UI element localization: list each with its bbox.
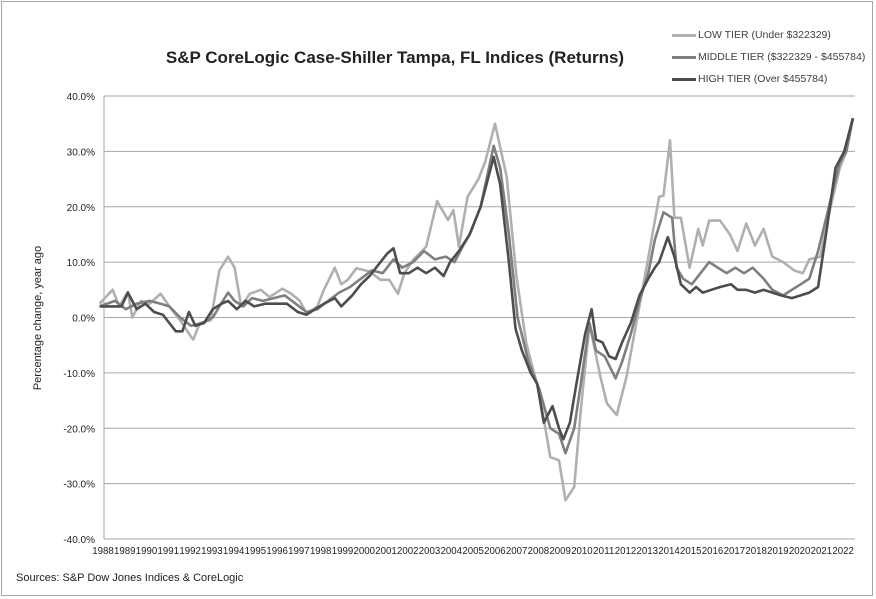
x-tick-label: 2020 [789,546,811,557]
y-tick-label: -20.0% [63,424,95,435]
x-tick-label: 2018 [745,546,767,557]
legend-swatch-low [672,33,696,37]
x-tick-label: 2017 [724,546,746,557]
x-tick-label: 1991 [158,546,180,557]
x-tick-label: 2001 [375,546,397,557]
x-tick-label: 2022 [832,546,854,557]
x-tick-label: 1999 [332,546,354,557]
x-tick-label: 2013 [637,546,659,557]
series-line-middle [99,117,855,455]
chart-title: S&P CoreLogic Case-Shiller Tampa, FL Ind… [165,48,625,67]
legend: LOW TIER (Under $322329) MIDDLE TIER ($3… [672,24,865,90]
x-tick-label: 1996 [266,546,288,557]
x-tick-label: 1988 [92,546,114,557]
x-tick-label: 1990 [136,546,158,557]
x-tick-label: 2007 [506,546,528,557]
legend-label-high: HIGH TIER (Over $455784) [698,73,828,85]
y-tick-label: 0.0% [72,314,95,325]
source-note: Sources: S&P Dow Jones Indices & CoreLog… [16,572,244,584]
x-tick-label: 2008 [528,546,550,557]
x-tick-label: 1992 [179,546,201,557]
x-tick-label: 1989 [114,546,136,557]
legend-swatch-high [672,77,696,81]
x-tick-label: 1997 [288,546,310,557]
legend-label-middle: MIDDLE TIER ($322329 - $455784) [698,51,866,63]
x-tick-label: 2010 [571,546,593,557]
legend-label-low: LOW TIER (Under $322329) [698,29,831,41]
x-tick-label: 2021 [811,546,833,557]
x-tick-label: 2005 [462,546,484,557]
x-tick-label: 1994 [223,546,245,557]
y-tick-label: 10.0% [67,258,95,269]
x-tick-label: 2015 [680,546,702,557]
legend-item-low: LOW TIER (Under $322329) [672,24,865,46]
x-tick-label: 2002 [397,546,419,557]
y-tick-label: 20.0% [67,203,95,214]
x-tick-label: 2004 [441,546,463,557]
x-tick-label: 1995 [245,546,267,557]
x-tick-label: 2006 [484,546,506,557]
y-tick-label: 30.0% [67,147,95,158]
legend-swatch-middle [672,55,696,59]
x-tick-label: 2019 [767,546,789,557]
legend-item-high: HIGH TIER (Over $455784) [672,68,865,90]
x-tick-label: 2009 [549,546,571,557]
x-tick-label: 2003 [419,546,441,557]
y-tick-label: -40.0% [63,535,95,546]
legend-item-middle: MIDDLE TIER ($322329 - $455784) [672,46,865,68]
series-line-low [98,117,855,502]
y-tick-label: -30.0% [63,480,95,491]
series-line-high [99,117,855,441]
x-tick-label: 2014 [658,546,680,557]
x-tick-label: 1993 [201,546,223,557]
x-tick-label: 2016 [702,546,724,557]
x-tick-label: 2012 [615,546,637,557]
x-tick-label: 1998 [310,546,332,557]
y-tick-label: -10.0% [63,369,95,380]
x-tick-label: 2000 [353,546,375,557]
x-tick-label: 2011 [593,546,615,557]
y-tick-label: 40.0% [67,92,95,103]
